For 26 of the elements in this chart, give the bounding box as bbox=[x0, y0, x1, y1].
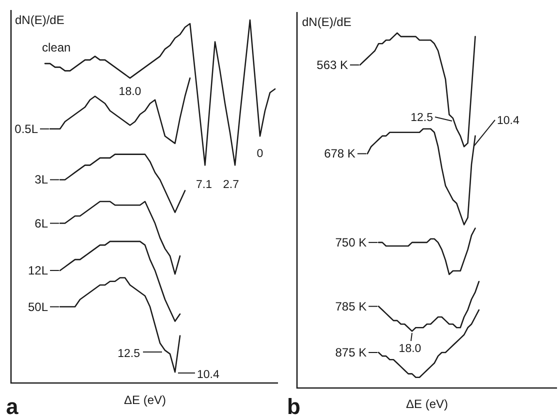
legend-label: 750 K bbox=[335, 235, 367, 250]
annotation: 12.5 bbox=[410, 112, 433, 124]
legend-label: 678 K bbox=[324, 146, 356, 161]
legend-label: 3L bbox=[34, 172, 48, 187]
legend-label: 0.5L bbox=[14, 122, 38, 136]
annotation: 18.0 bbox=[118, 86, 142, 98]
annotation: 0 bbox=[256, 148, 264, 160]
annotation: 12.5 bbox=[118, 348, 140, 360]
legend-label: 50L bbox=[28, 300, 48, 314]
y-axis-title: dN(E)/dE bbox=[302, 15, 352, 29]
x-axis-title: ΔE (eV) bbox=[124, 393, 166, 407]
text: b bbox=[287, 394, 300, 418]
legend-label: 785 K bbox=[335, 299, 367, 314]
y-axis-title: dN(E)/dE bbox=[15, 13, 64, 27]
annotation: 7.1 bbox=[196, 179, 212, 191]
legend-label: 563 K bbox=[316, 58, 348, 72]
x-axis-title: ΔE (eV) bbox=[406, 397, 448, 411]
annotation: 18.0 bbox=[398, 343, 422, 355]
series-label: clean bbox=[42, 40, 71, 55]
legend-label: 12L bbox=[28, 263, 48, 278]
legend-label: 6L bbox=[34, 216, 48, 230]
annotation: 10.4 bbox=[197, 369, 220, 381]
text: a bbox=[6, 394, 19, 418]
annotation: 2.7 bbox=[223, 179, 239, 191]
legend-label: 875 K bbox=[335, 346, 367, 360]
annotation: 10.4 bbox=[497, 115, 520, 127]
